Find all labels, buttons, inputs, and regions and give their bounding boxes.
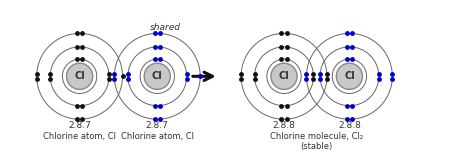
Text: Cl: Cl xyxy=(344,71,355,81)
Text: Cl: Cl xyxy=(279,71,290,81)
Text: 2.8.7: 2.8.7 xyxy=(146,121,169,130)
Text: 2.8.7: 2.8.7 xyxy=(68,121,91,130)
Circle shape xyxy=(66,63,93,89)
Circle shape xyxy=(271,63,297,89)
Circle shape xyxy=(337,63,363,89)
Text: Chlorine molecule, Cl₂: Chlorine molecule, Cl₂ xyxy=(270,132,363,141)
Text: 2.8.8: 2.8.8 xyxy=(338,121,361,130)
Text: Cl: Cl xyxy=(74,71,85,81)
Circle shape xyxy=(144,63,170,89)
Text: (stable): (stable) xyxy=(301,142,333,151)
Text: shared: shared xyxy=(150,23,181,32)
Text: 2.8.8: 2.8.8 xyxy=(273,121,295,130)
Text: Chlorine atom, Cl: Chlorine atom, Cl xyxy=(121,132,194,141)
Text: Cl: Cl xyxy=(152,71,163,81)
Text: Chlorine atom, Cl: Chlorine atom, Cl xyxy=(43,132,116,141)
